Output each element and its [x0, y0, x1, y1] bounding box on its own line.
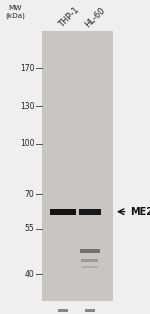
FancyBboxPatch shape: [82, 266, 98, 268]
FancyBboxPatch shape: [85, 309, 95, 311]
Text: 70: 70: [25, 190, 34, 199]
FancyBboxPatch shape: [81, 259, 98, 262]
Text: THP-1: THP-1: [57, 6, 81, 30]
FancyBboxPatch shape: [58, 309, 68, 311]
FancyBboxPatch shape: [79, 208, 101, 215]
FancyBboxPatch shape: [50, 208, 76, 215]
Text: 40: 40: [25, 269, 34, 279]
Text: ME2: ME2: [130, 207, 150, 217]
Text: 170: 170: [20, 64, 34, 73]
FancyBboxPatch shape: [42, 31, 112, 301]
Text: 130: 130: [20, 102, 34, 111]
Text: MW
(kDa): MW (kDa): [5, 5, 25, 19]
Text: 55: 55: [25, 224, 34, 233]
Text: 100: 100: [20, 139, 34, 148]
Text: HL-60: HL-60: [84, 6, 107, 30]
FancyBboxPatch shape: [80, 249, 100, 253]
